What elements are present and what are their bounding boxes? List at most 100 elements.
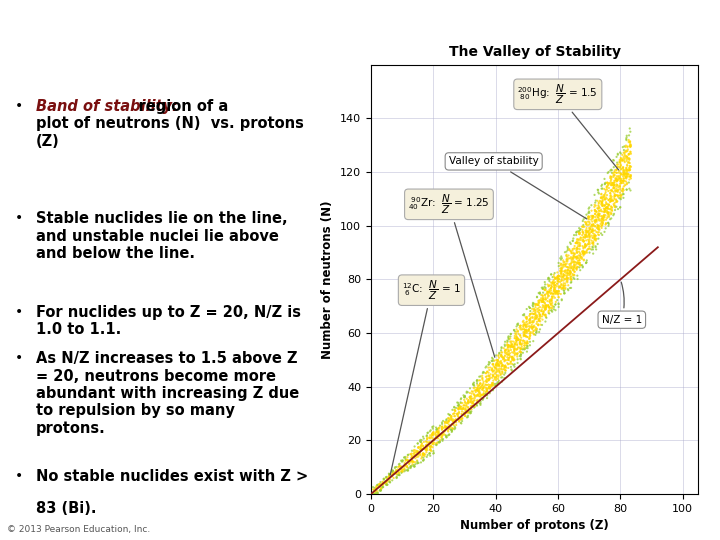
Point xyxy=(589,235,600,244)
Point xyxy=(498,344,510,353)
Point xyxy=(625,174,636,183)
Point xyxy=(434,436,446,444)
Point xyxy=(482,384,493,393)
Point xyxy=(596,198,608,207)
Point xyxy=(568,231,580,239)
Point xyxy=(600,190,611,198)
Point xyxy=(449,418,460,427)
Point xyxy=(530,312,541,320)
Point xyxy=(534,314,545,323)
Point xyxy=(456,407,468,416)
Point xyxy=(593,189,605,198)
Point xyxy=(405,463,416,471)
Point xyxy=(478,368,490,377)
Point xyxy=(525,329,536,338)
Point xyxy=(473,392,485,401)
Point xyxy=(596,221,608,230)
Point xyxy=(414,450,426,459)
Point xyxy=(509,355,521,364)
Point xyxy=(465,409,477,417)
Point xyxy=(589,233,600,241)
Point xyxy=(621,155,633,164)
Point xyxy=(561,247,572,256)
Point xyxy=(619,150,631,158)
Point xyxy=(439,422,451,431)
Point xyxy=(616,190,627,199)
Point xyxy=(611,176,623,185)
Point xyxy=(618,170,629,179)
Point xyxy=(608,163,619,172)
Point xyxy=(537,288,549,297)
Point xyxy=(574,245,585,253)
Point xyxy=(614,182,626,191)
Point xyxy=(472,384,483,393)
Point xyxy=(614,158,626,166)
Point xyxy=(384,478,395,487)
Point xyxy=(577,222,589,231)
Point xyxy=(528,330,540,339)
Point xyxy=(471,376,482,385)
Point xyxy=(611,160,623,169)
Point xyxy=(500,363,512,372)
Point xyxy=(497,369,508,378)
Point xyxy=(503,360,515,368)
Point xyxy=(458,404,469,413)
Point xyxy=(577,248,589,257)
Point xyxy=(487,360,499,369)
Point xyxy=(536,307,547,315)
Point xyxy=(587,226,598,234)
Point xyxy=(569,244,580,253)
Point xyxy=(592,213,603,222)
Point xyxy=(494,357,505,366)
Point xyxy=(598,212,609,220)
Point xyxy=(590,245,602,254)
Point xyxy=(559,266,571,275)
Point xyxy=(447,410,459,418)
Point xyxy=(425,443,436,452)
Point xyxy=(577,228,589,237)
Point xyxy=(484,383,495,392)
Point xyxy=(546,292,558,301)
Point xyxy=(564,268,576,276)
Point xyxy=(534,289,545,298)
Point xyxy=(613,167,625,176)
Point xyxy=(372,487,383,496)
Point xyxy=(393,468,405,476)
Point xyxy=(510,336,522,345)
Point xyxy=(418,450,430,459)
Point xyxy=(524,303,536,312)
Point xyxy=(609,168,621,177)
Point xyxy=(601,183,613,192)
Point xyxy=(434,421,446,430)
Point xyxy=(382,480,393,489)
Point xyxy=(459,392,471,400)
Point xyxy=(443,414,454,422)
Point xyxy=(571,237,582,246)
Point xyxy=(584,248,595,257)
Point xyxy=(537,285,549,293)
Point xyxy=(491,374,503,382)
Point xyxy=(492,375,504,383)
Point xyxy=(592,224,603,233)
Point xyxy=(387,468,399,477)
Point xyxy=(521,315,533,323)
Point xyxy=(452,409,464,418)
Point xyxy=(527,300,539,308)
Point xyxy=(509,362,521,371)
Point xyxy=(505,342,516,351)
Point xyxy=(573,258,585,267)
Point xyxy=(389,464,400,472)
Point xyxy=(431,427,442,436)
Point xyxy=(472,399,484,407)
Point xyxy=(415,454,427,463)
Point xyxy=(428,422,439,431)
Point xyxy=(475,383,487,392)
Point xyxy=(416,440,428,449)
Point xyxy=(613,160,624,168)
Point xyxy=(519,345,531,353)
Point xyxy=(402,450,413,459)
Point xyxy=(573,224,585,232)
Point xyxy=(510,329,521,338)
X-axis label: Number of protons (Z): Number of protons (Z) xyxy=(460,519,609,532)
Point xyxy=(413,443,425,451)
